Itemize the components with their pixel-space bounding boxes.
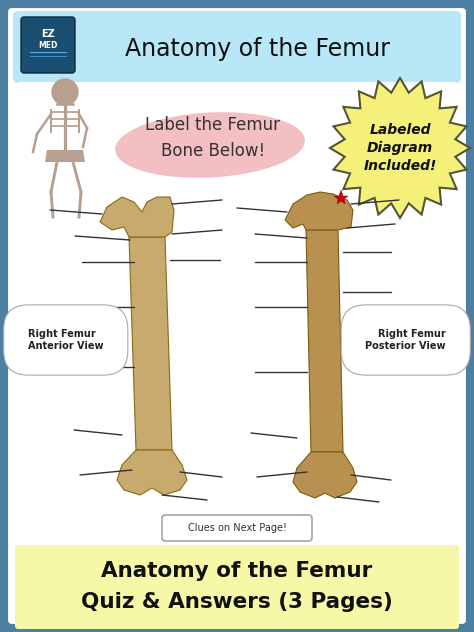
Text: Right Femur
Posterior View: Right Femur Posterior View [365,329,446,351]
Circle shape [52,79,78,105]
Text: Clues on Next Page!: Clues on Next Page! [188,523,286,533]
Polygon shape [285,192,353,230]
Polygon shape [306,230,343,452]
Polygon shape [330,78,470,218]
Text: Right Femur
Anterior View: Right Femur Anterior View [28,329,103,351]
Polygon shape [117,450,187,495]
Polygon shape [45,150,85,162]
Polygon shape [100,197,174,237]
Bar [18,82,456,538]
Polygon shape [293,452,357,498]
FancyBboxPatch shape [21,17,75,73]
Polygon shape [129,237,172,450]
Text: Anatomy of the Femur: Anatomy of the Femur [101,561,373,581]
Text: EZ: EZ [41,29,55,39]
FancyBboxPatch shape [13,11,461,83]
FancyBboxPatch shape [6,6,468,626]
FancyBboxPatch shape [162,515,312,541]
Text: Label the Femur
Bone Below!: Label the Femur Bone Below! [146,116,281,159]
Text: Quiz & Answers (3 Pages): Quiz & Answers (3 Pages) [81,592,393,612]
Text: Anatomy of the Femur: Anatomy of the Femur [126,37,391,61]
Text: Labeled
Diagram
Included!: Labeled Diagram Included! [363,123,437,173]
FancyBboxPatch shape [15,545,459,629]
Ellipse shape [115,112,305,178]
Text: MED: MED [38,42,58,51]
